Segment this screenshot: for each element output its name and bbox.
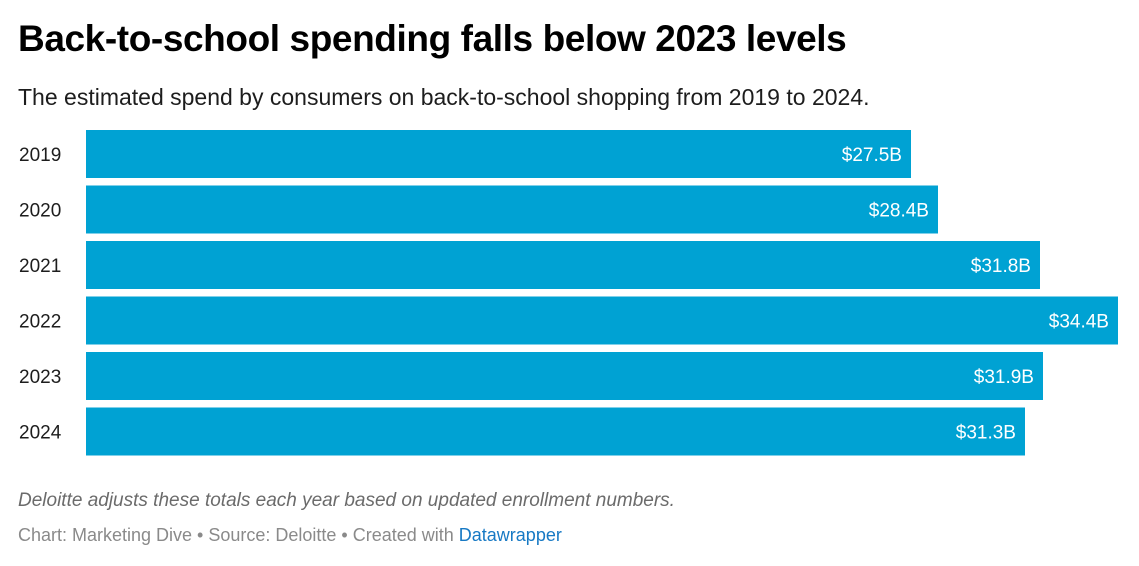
bar-2023 — [86, 352, 1043, 400]
category-label-2024: 2024 — [19, 423, 62, 444]
value-label-2022: $34.4B — [1049, 312, 1109, 333]
credits-text: Chart: Marketing Dive • Source: Deloitte… — [18, 525, 459, 545]
value-label-2024: $31.3B — [956, 423, 1016, 444]
chart-note: Deloitte adjusts these totals each year … — [18, 490, 675, 511]
bar-2019 — [86, 130, 911, 178]
bar-2020 — [86, 185, 938, 234]
bar-2022 — [86, 296, 1118, 345]
category-label-2022: 2022 — [19, 312, 61, 333]
bar-chart: 2019 $27.5B 2020 $28.4B 2021 $31.8B 2022 $34.4B… — [19, 130, 1118, 456]
bar-2024 — [86, 407, 1025, 456]
chart-credits: Chart: Marketing Dive • Source: Deloitte… — [18, 525, 562, 546]
datawrapper-link[interactable]: Datawrapper — [458, 525, 562, 545]
value-label-2019: $27.5B — [842, 145, 902, 166]
category-label-2023: 2023 — [19, 367, 61, 388]
chart-subtitle: The estimated spend by consumers on back… — [18, 84, 870, 110]
category-label-2020: 2020 — [19, 201, 61, 222]
value-label-2023: $31.9B — [974, 367, 1034, 388]
category-label-2019: 2019 — [19, 145, 61, 166]
value-label-2020: $28.4B — [869, 201, 929, 222]
chart-title: Back-to-school spending falls below 2023… — [18, 18, 847, 59]
category-label-2021: 2021 — [19, 256, 61, 277]
bar-2021 — [86, 241, 1040, 289]
value-label-2021: $31.8B — [971, 256, 1031, 277]
